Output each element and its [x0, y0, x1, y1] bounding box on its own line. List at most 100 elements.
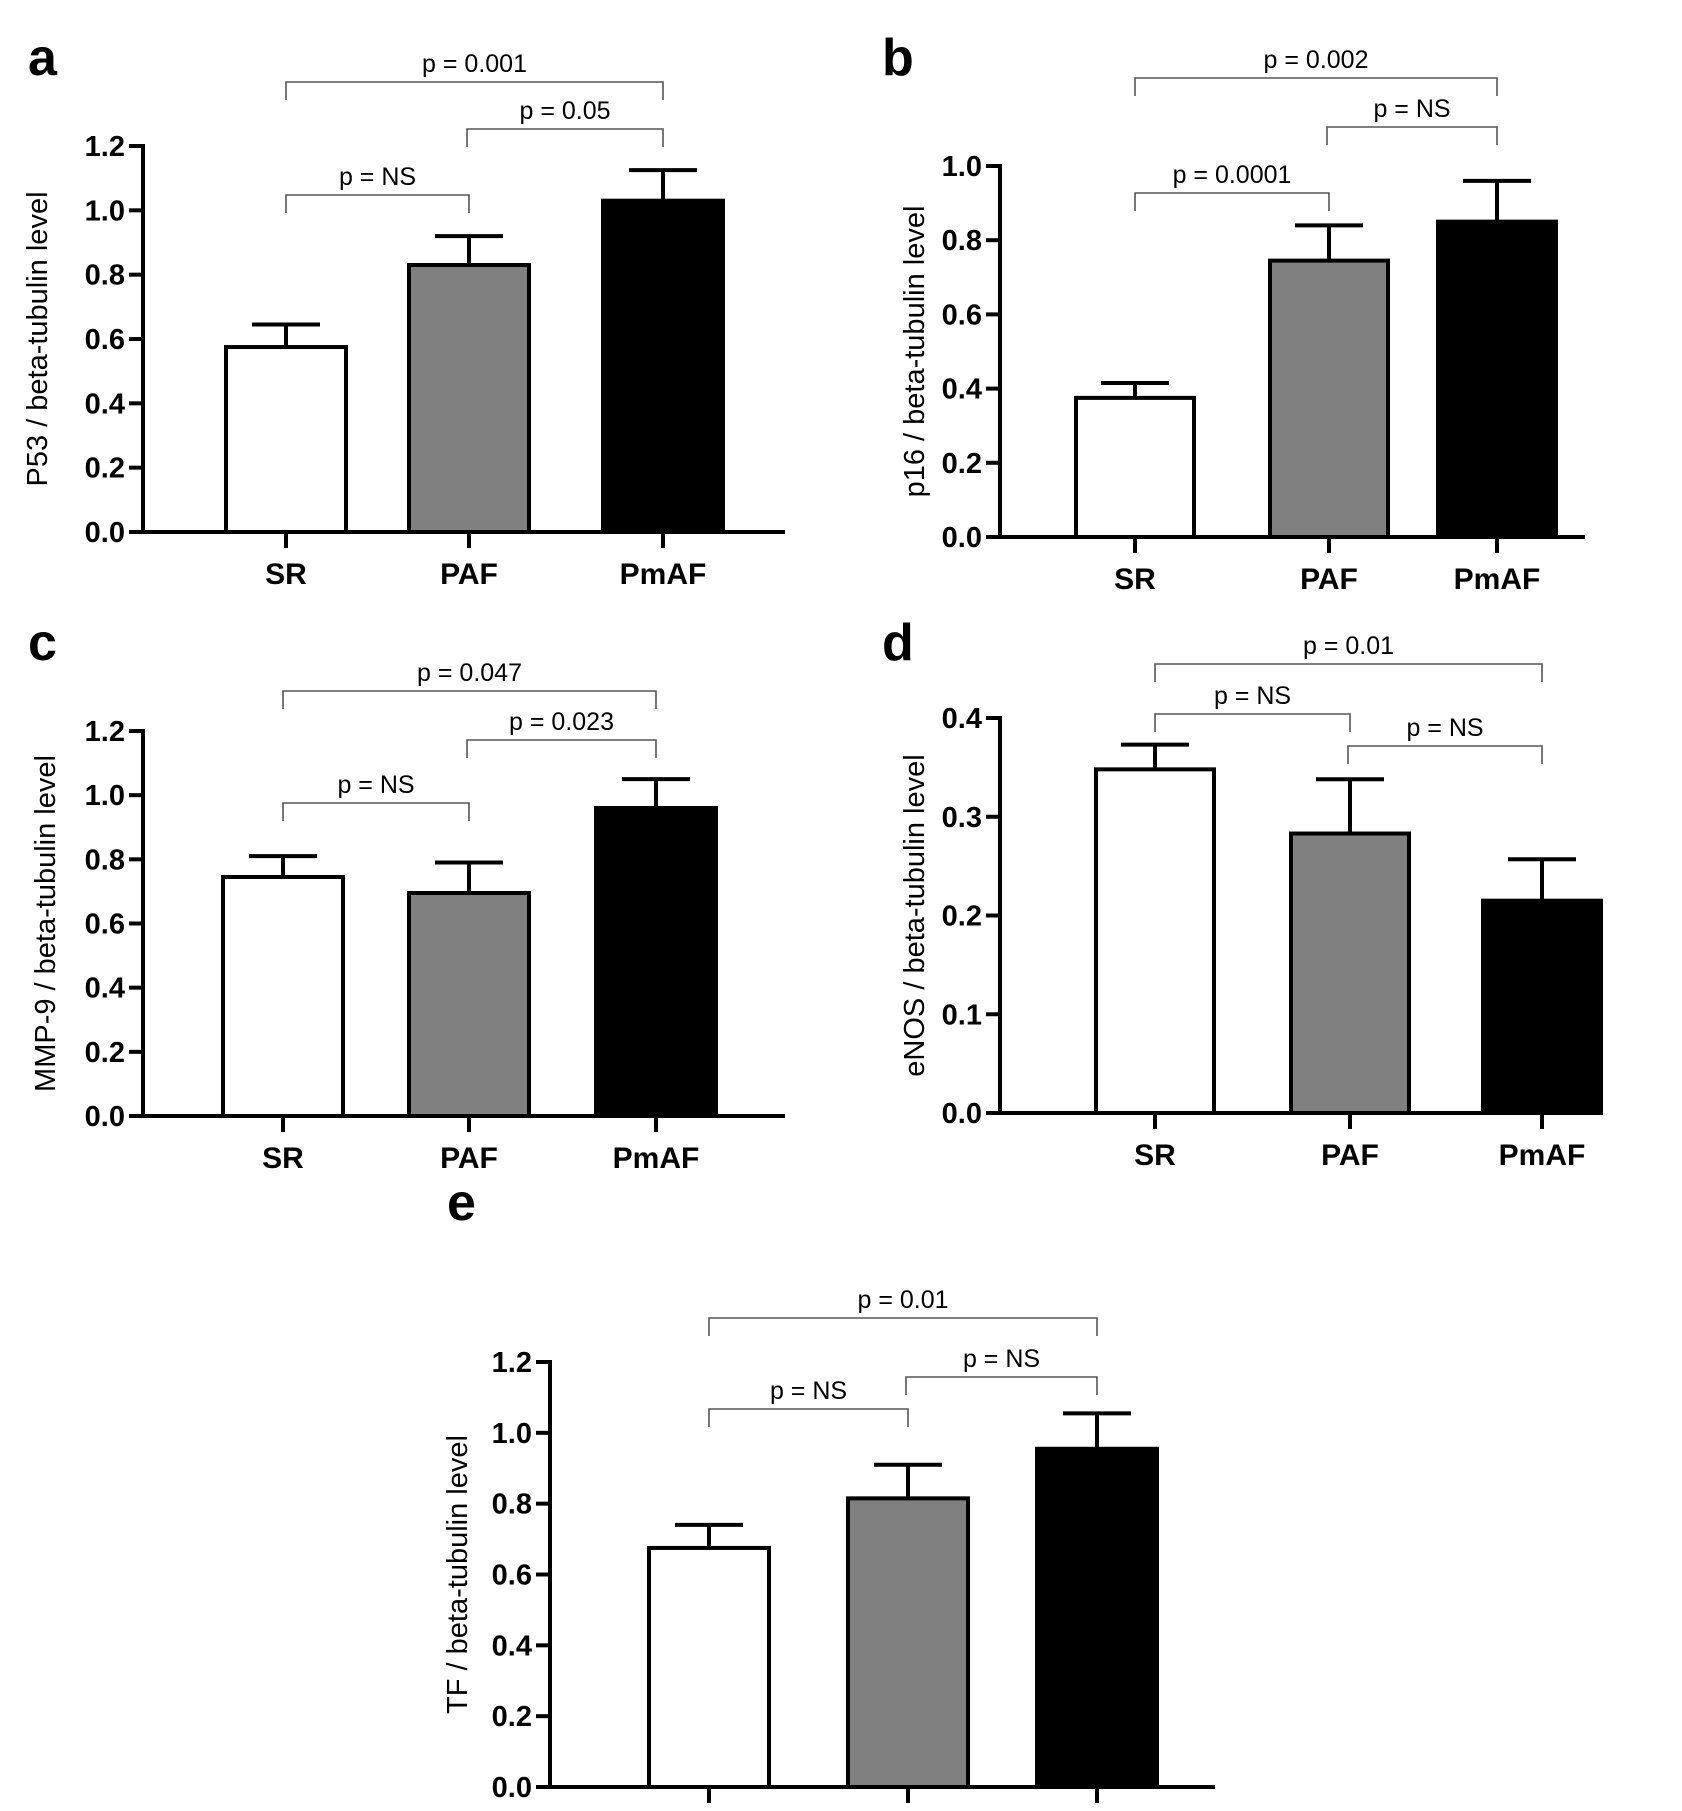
p-value-label: p = NS	[1214, 682, 1291, 710]
bar-sr	[1094, 767, 1216, 1115]
y-tick-label: 0.3	[942, 802, 982, 834]
bar-sr	[647, 1545, 771, 1789]
x-category-label: SR	[1134, 1139, 1176, 1172]
y-tick-label: 0.2	[85, 453, 125, 485]
y-tick-label: 1.2	[492, 1347, 532, 1379]
y-tick-label: 0.4	[492, 1630, 532, 1662]
panel-e: e TF / beta-tubulin level 0.0 0.2 0.4 0.6 0.8 1…	[442, 1174, 1215, 1804]
p-value-label: p = NS	[1373, 95, 1450, 123]
bar-sr	[224, 345, 348, 534]
panel-letter: e	[447, 1174, 476, 1232]
significance-bracket	[282, 802, 470, 821]
p-value-label: p = 0.01	[1303, 632, 1394, 660]
y-tick-label: 0.8	[85, 260, 125, 292]
significance-bracket	[905, 1376, 1098, 1395]
panel-letter: a	[28, 29, 58, 87]
bar-sr	[1074, 395, 1196, 539]
y-tick-label: 1.0	[85, 195, 125, 227]
y-tick-label: 0.4	[942, 374, 982, 406]
panel-letter: d	[882, 614, 914, 672]
bar-paf	[407, 263, 531, 534]
x-category-label: PmAF	[1454, 563, 1541, 596]
bar-pmaf	[1035, 1446, 1159, 1790]
bar-pmaf	[601, 198, 725, 535]
significance-bracket	[1134, 192, 1330, 211]
y-tick-label: 0.2	[85, 1037, 125, 1069]
panel-d: d eNOS / beta-tubulin level 0.0 0.1 0.2 0.3 0.…	[882, 614, 1603, 1172]
bar-paf	[1289, 831, 1411, 1115]
p-value-label: p = 0.023	[509, 708, 614, 736]
y-tick-label: 0.2	[492, 1701, 532, 1733]
x-category-label: PmAF	[620, 558, 707, 591]
y-tick-label: 0.6	[85, 324, 125, 356]
p-value-label: p = 0.01	[857, 1286, 948, 1314]
p-value-label: p = NS	[770, 1377, 847, 1405]
y-tick-label: 0.4	[85, 388, 125, 420]
y-tick-label: 0.2	[942, 448, 982, 480]
y-tick-label: 1.0	[492, 1418, 532, 1450]
p-value-label: p = NS	[963, 1345, 1040, 1373]
p-value-label: p = 0.002	[1264, 46, 1369, 74]
x-category-label: SR	[265, 558, 307, 591]
y-tick-label: 0.1	[942, 999, 982, 1031]
significance-bracket	[282, 690, 657, 709]
y-tick-label: 1.2	[85, 716, 125, 748]
x-category-label: PAF	[440, 1142, 498, 1175]
x-category-label: PmAF	[613, 1142, 700, 1175]
y-tick-label: 0.6	[492, 1560, 532, 1592]
bar-sr	[221, 874, 345, 1119]
bar-paf	[407, 891, 531, 1118]
y-axis-title: MMP-9 / beta-tubulin level	[30, 755, 62, 1092]
p-value-label: p = NS	[339, 163, 416, 191]
y-tick-label: 0.4	[942, 703, 982, 735]
y-axis-title: eNOS / beta-tubulin level	[899, 754, 931, 1076]
x-category-label: PmAF	[1499, 1139, 1586, 1172]
y-tick-label: 0.6	[942, 299, 982, 331]
y-tick-label: 1.2	[85, 131, 125, 163]
y-tick-label: 0.0	[942, 522, 982, 554]
bar-pmaf	[1481, 898, 1603, 1115]
bar-pmaf	[594, 806, 718, 1118]
x-category-label: PAF	[1300, 563, 1358, 596]
y-tick-label: 0.0	[85, 1101, 125, 1133]
panel-b: b p16 / beta-tubulin level 0.0 0.2 0.4 0.6 0.8…	[882, 29, 1585, 596]
y-tick-label: 0.0	[492, 1772, 532, 1804]
y-tick-label: 0.8	[85, 844, 125, 876]
significance-bracket	[708, 1408, 909, 1427]
y-tick-label: 0.0	[85, 517, 125, 549]
significance-bracket	[285, 194, 470, 213]
y-axis-title: p16 / beta-tubulin level	[899, 206, 931, 498]
bar-paf	[846, 1496, 970, 1789]
bar-pmaf	[1436, 219, 1558, 539]
x-category-label: SR	[262, 1142, 304, 1175]
y-tick-label: 0.8	[942, 225, 982, 257]
panel-c: c MMP-9 / beta-tubulin level 0.0 0.2 0.4 0.6 0…	[28, 614, 785, 1175]
panel-a: a P53 / beta-tubulin level 0.0 0.2 0.4 0.6 0.8…	[22, 29, 785, 591]
significance-bracket	[1154, 663, 1543, 682]
y-axis-title: P53 / beta-tubulin level	[22, 191, 54, 486]
significance-bracket	[1347, 745, 1543, 764]
y-tick-label: 0.2	[942, 901, 982, 933]
p-value-label: p = 0.0001	[1173, 161, 1292, 189]
p-value-label: p = 0.001	[422, 50, 527, 78]
y-tick-label: 0.4	[85, 973, 125, 1005]
significance-bracket	[285, 81, 664, 100]
significance-bracket	[466, 128, 664, 147]
y-tick-label: 1.0	[942, 151, 982, 183]
significance-bracket	[708, 1317, 1098, 1336]
x-category-label: SR	[1114, 563, 1156, 596]
p-value-label: p = NS	[1406, 714, 1483, 742]
significance-bracket	[1326, 126, 1498, 145]
y-tick-label: 0.6	[85, 909, 125, 941]
bar-paf	[1268, 258, 1390, 539]
significance-bracket	[1134, 77, 1498, 96]
y-axis-title: TF / beta-tubulin level	[442, 1435, 474, 1714]
panel-letter: b	[882, 29, 914, 87]
y-tick-label: 0.0	[942, 1098, 982, 1130]
y-tick-label: 1.0	[85, 780, 125, 812]
significance-bracket	[466, 739, 657, 758]
x-category-label: PAF	[1321, 1139, 1379, 1172]
p-value-label: p = 0.047	[417, 659, 522, 687]
x-category-label: PAF	[440, 558, 498, 591]
